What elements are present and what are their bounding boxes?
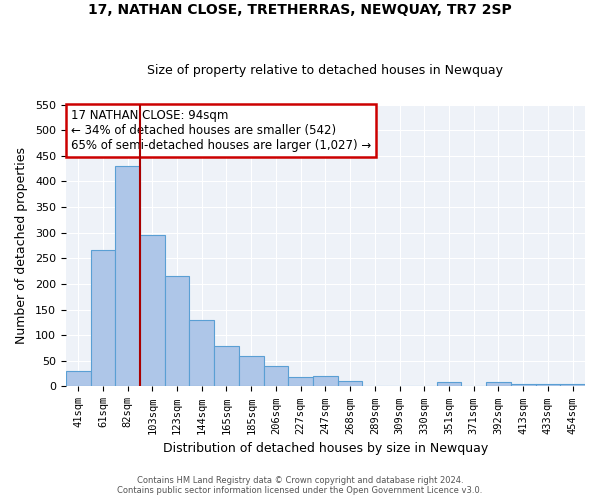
Bar — [560, 384, 585, 386]
Bar — [511, 384, 536, 386]
Bar — [289, 377, 313, 386]
Title: Size of property relative to detached houses in Newquay: Size of property relative to detached ho… — [148, 64, 503, 77]
Bar — [437, 382, 461, 386]
Bar — [486, 382, 511, 386]
Bar — [239, 356, 263, 386]
Bar — [338, 381, 362, 386]
Bar — [263, 366, 289, 386]
Text: 17 NATHAN CLOSE: 94sqm
← 34% of detached houses are smaller (542)
65% of semi-de: 17 NATHAN CLOSE: 94sqm ← 34% of detached… — [71, 109, 371, 152]
Bar — [115, 166, 140, 386]
Text: Contains HM Land Registry data © Crown copyright and database right 2024.
Contai: Contains HM Land Registry data © Crown c… — [118, 476, 482, 495]
Bar — [91, 250, 115, 386]
X-axis label: Distribution of detached houses by size in Newquay: Distribution of detached houses by size … — [163, 442, 488, 455]
Bar — [190, 320, 214, 386]
Bar — [164, 276, 190, 386]
Y-axis label: Number of detached properties: Number of detached properties — [15, 147, 28, 344]
Bar — [66, 371, 91, 386]
Bar — [214, 346, 239, 387]
Bar — [536, 384, 560, 386]
Bar — [140, 235, 164, 386]
Bar — [313, 376, 338, 386]
Text: 17, NATHAN CLOSE, TRETHERRAS, NEWQUAY, TR7 2SP: 17, NATHAN CLOSE, TRETHERRAS, NEWQUAY, T… — [88, 2, 512, 16]
